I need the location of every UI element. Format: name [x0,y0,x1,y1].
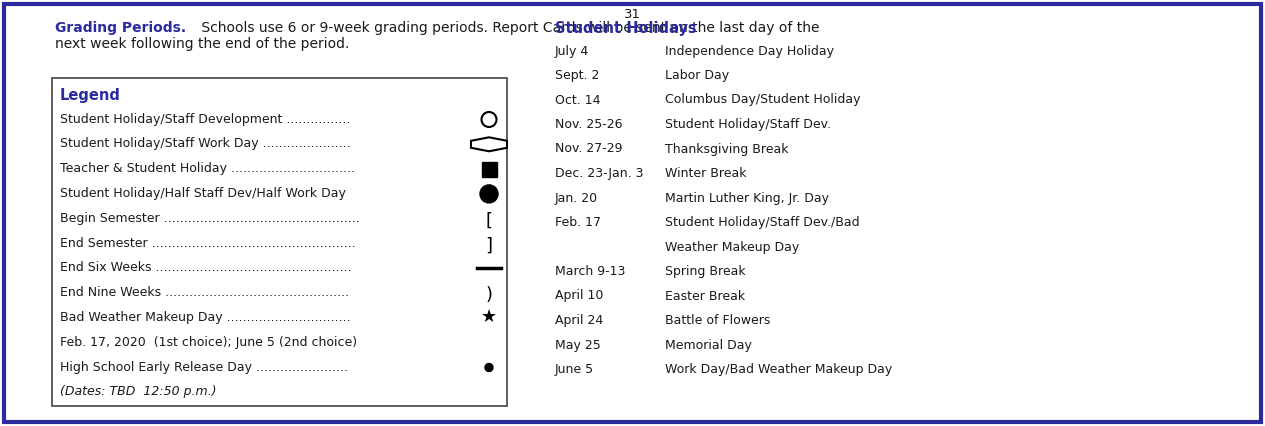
Text: High School Early Release Day .......................: High School Early Release Day ..........… [59,360,348,374]
Text: Nov. 27-29: Nov. 27-29 [555,143,622,155]
Circle shape [484,363,493,371]
Text: ]: ] [486,236,492,254]
Text: April 10: April 10 [555,290,603,302]
Text: April 24: April 24 [555,314,603,327]
Text: Student Holidays: Student Holidays [555,21,697,36]
Text: Oct. 14: Oct. 14 [555,93,601,106]
Text: Work Day/Bad Weather Makeup Day: Work Day/Bad Weather Makeup Day [665,363,892,376]
Text: Weather Makeup Day: Weather Makeup Day [665,241,799,253]
Text: March 9-13: March 9-13 [555,265,625,278]
Text: ★: ★ [481,308,497,326]
Text: [: [ [486,212,492,230]
FancyBboxPatch shape [4,4,1261,422]
Text: Student Holiday/Staff Work Day ......................: Student Holiday/Staff Work Day .........… [59,137,350,150]
Text: Columbus Day/Student Holiday: Columbus Day/Student Holiday [665,93,860,106]
Text: Independence Day Holiday: Independence Day Holiday [665,44,834,58]
Text: Schools use 6 or 9-week grading periods. Report Cards will be sent on the last d: Schools use 6 or 9-week grading periods.… [197,21,820,35]
Text: Student Holiday/Half Staff Dev/Half Work Day: Student Holiday/Half Staff Dev/Half Work… [59,187,345,200]
Text: Labor Day: Labor Day [665,69,729,82]
Text: Winter Break: Winter Break [665,167,746,180]
Text: (Dates: TBD  12:50 p.m.): (Dates: TBD 12:50 p.m.) [59,385,216,398]
Text: Legend: Legend [59,88,121,103]
Text: Student Holiday/Staff Dev.: Student Holiday/Staff Dev. [665,118,831,131]
Text: Feb. 17, 2020  (1st choice); June 5 (2nd choice): Feb. 17, 2020 (1st choice); June 5 (2nd … [59,336,357,349]
Text: Easter Break: Easter Break [665,290,745,302]
Text: July 4: July 4 [555,44,589,58]
Bar [52,78,507,406]
Text: Begin Semester .................................................: Begin Semester .........................… [59,212,359,225]
Text: Student Holiday/Staff Dev./Bad: Student Holiday/Staff Dev./Bad [665,216,860,229]
Text: End Six Weeks .................................................: End Six Weeks ..........................… [59,261,352,274]
Text: Student Holiday/Staff Development ................: Student Holiday/Staff Development ......… [59,112,350,126]
Text: next week following the end of the period.: next week following the end of the perio… [54,37,349,51]
Text: Spring Break: Spring Break [665,265,745,278]
Text: Memorial Day: Memorial Day [665,339,751,351]
Text: Thanksgiving Break: Thanksgiving Break [665,143,788,155]
Text: ): ) [486,286,492,304]
Text: Dec. 23-Jan. 3: Dec. 23-Jan. 3 [555,167,644,180]
Text: Sept. 2: Sept. 2 [555,69,600,82]
Text: Jan. 20: Jan. 20 [555,192,598,204]
Text: Teacher & Student Holiday ...............................: Teacher & Student Holiday ..............… [59,162,355,175]
Text: End Semester ...................................................: End Semester ...........................… [59,236,355,250]
Text: Bad Weather Makeup Day ...............................: Bad Weather Makeup Day .................… [59,311,350,324]
Circle shape [479,185,498,203]
Text: Nov. 25-26: Nov. 25-26 [555,118,622,131]
Text: Battle of Flowers: Battle of Flowers [665,314,770,327]
Text: June 5: June 5 [555,363,595,376]
Text: Grading Periods.: Grading Periods. [54,21,186,35]
Bar [482,161,496,177]
Text: 31: 31 [624,8,641,21]
Text: End Nine Weeks ..............................................: End Nine Weeks .........................… [59,286,349,299]
Text: May 25: May 25 [555,339,601,351]
Text: Martin Luther King, Jr. Day: Martin Luther King, Jr. Day [665,192,829,204]
Text: Feb. 17: Feb. 17 [555,216,601,229]
